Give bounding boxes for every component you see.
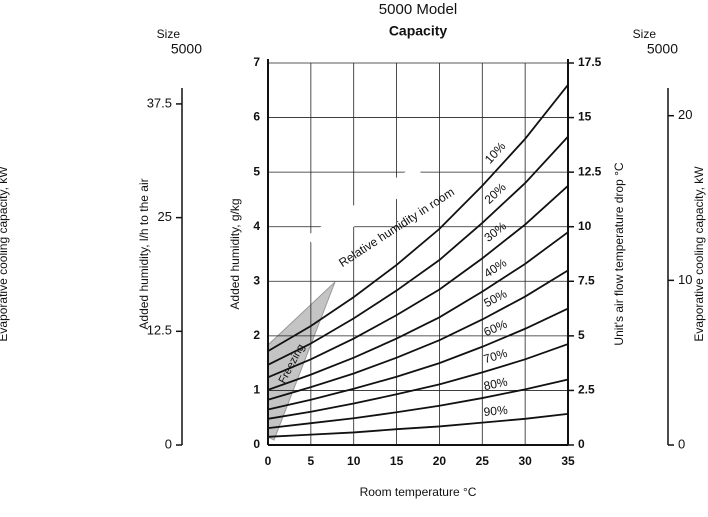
extra-tick-label: 37.5 — [147, 95, 172, 110]
y-tick-label: 5 — [253, 164, 260, 178]
x-tick-label: 30 — [518, 454, 532, 468]
series-line — [267, 84, 569, 352]
series-line — [267, 269, 569, 401]
extra-tick-label: 10 — [578, 219, 592, 233]
extra-tick-label: 2.5 — [578, 383, 595, 397]
series-line — [267, 231, 569, 391]
extra-tick-label: 0 — [678, 436, 685, 451]
series-line — [267, 343, 569, 420]
extra-tick-label: 12.5 — [147, 323, 172, 338]
x-tick-label: 15 — [390, 454, 404, 468]
chart-subtitle: Capacity — [389, 23, 448, 39]
x-tick-label: 35 — [561, 454, 575, 468]
extra-tick-label: 0 — [578, 437, 585, 451]
series-line — [267, 185, 569, 379]
series-line — [267, 378, 569, 429]
extra-tick-label: 15 — [578, 110, 592, 124]
x-tick-label: 10 — [347, 454, 361, 468]
extra-tick-label: 5 — [578, 328, 585, 342]
series-line — [267, 412, 569, 438]
extra-tick-label: 20 — [678, 107, 692, 122]
series-label: 70% — [482, 346, 509, 367]
y-tick-label: 7 — [253, 55, 260, 69]
chart-title: 5000 Model — [379, 1, 457, 18]
series-label: 80% — [482, 375, 509, 394]
x-tick-label: 0 — [265, 454, 272, 468]
x-tick-label: 25 — [476, 454, 490, 468]
extra-tick-label: 10 — [678, 272, 692, 287]
x-tick-label: 20 — [433, 454, 447, 468]
axis-model: 5000 — [171, 41, 202, 57]
extra-axis-label: Evaporative cooling capacity, kW — [692, 166, 706, 342]
axis-header: Size — [157, 27, 181, 41]
y-axis-label: Added humidity, g/kg — [228, 198, 242, 309]
y-tick-label: 4 — [253, 219, 260, 233]
x-axis-label: Room temperature °C — [360, 485, 477, 499]
extra-tick-label: 7.5 — [578, 273, 595, 287]
y-tick-label: 1 — [253, 383, 260, 397]
extra-tick-label: 12.5 — [578, 164, 602, 178]
y-tick-label: 2 — [253, 328, 260, 342]
axis-header: Size — [633, 27, 657, 41]
x-tick-label: 5 — [308, 454, 315, 468]
extra-axis-label: Added humidity, l/h to the air — [137, 178, 151, 329]
side-axis-label: Evaporative cooling capacity, kW — [0, 166, 10, 342]
y-tick-label: 6 — [253, 110, 260, 124]
y-tick-label: 0 — [253, 437, 260, 451]
extra-tick-label: 17.5 — [578, 55, 602, 69]
extra-tick-label: 25 — [158, 209, 172, 224]
extra-tick-label: 0 — [165, 436, 172, 451]
annotation-box — [306, 165, 426, 251]
extra-axis-label: Unit's air flow temperature drop °C — [612, 162, 626, 345]
series-line — [267, 136, 569, 366]
axis-model: 5000 — [647, 41, 678, 57]
series-label: 90% — [483, 403, 508, 419]
series-line — [267, 307, 569, 411]
y-tick-label: 3 — [253, 273, 260, 287]
